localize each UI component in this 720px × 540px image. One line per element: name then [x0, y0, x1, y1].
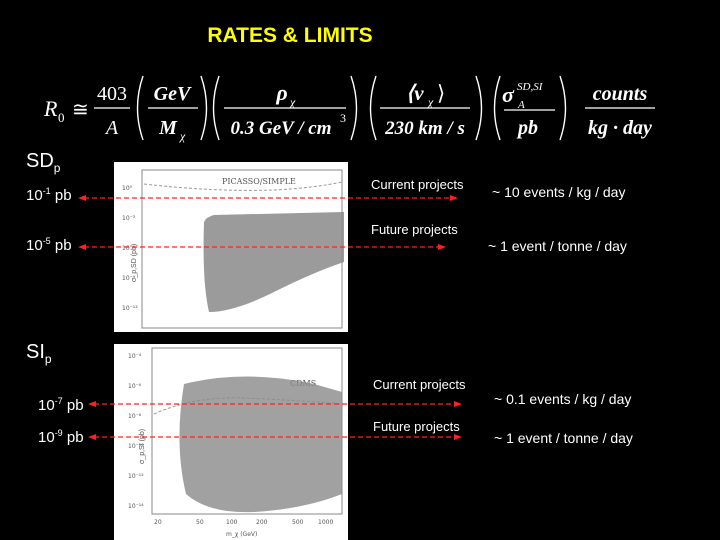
term4-numerator-sub: χ: [427, 95, 434, 109]
term5-numerator-sub: A: [517, 99, 525, 111]
si-x-tick: 20: [154, 519, 162, 526]
arrowhead-right: [454, 401, 462, 407]
si-x-tick: 50: [196, 519, 204, 526]
formula-lhs: R: [43, 96, 58, 121]
sd-future-rate: ~ 1 event / tonne / day: [488, 238, 627, 254]
arrowhead-right: [450, 195, 458, 201]
sd-plot-legend: PICASSO/SIMPLE: [222, 177, 296, 186]
si-x-tick: 200: [256, 519, 268, 526]
arrowhead-left: [78, 244, 86, 250]
si-y-tick: 10⁻¹²: [128, 473, 144, 480]
si-future-projects-label: Future projects: [373, 419, 460, 434]
sd-current-limit-label: 10-1 pb: [26, 186, 72, 204]
sd-scatter-region: [203, 212, 344, 312]
sd-y-tick: 10⁻⁹: [122, 275, 136, 282]
term1-numerator: 403: [97, 83, 127, 105]
si-x-tick: 100: [226, 519, 238, 526]
term5-denominator: pb: [516, 117, 538, 139]
arrowhead-left: [78, 195, 86, 201]
si-section-label: SIp: [26, 341, 52, 366]
sd-y-axis-label: σ_p,SD (pb): [131, 244, 138, 282]
page-title: RATES & LIMITS: [207, 24, 373, 47]
si-x-tick: 500: [292, 519, 304, 526]
rate-formula: R 0 ≅ 403 A GeV M χ ρ χ 0.3 GeV / cm 3 ⟨…: [43, 75, 655, 143]
formula-lhs-sub: 0: [58, 110, 65, 125]
si-current-rate: ~ 0.1 events / kg / day: [494, 391, 632, 407]
formula-approx: ≅: [72, 99, 89, 121]
sd-limit-curve: [143, 181, 343, 191]
term5-numerator-sup: SD,SI: [517, 81, 544, 93]
term6-numerator: counts: [593, 83, 648, 105]
si-y-tick: 10⁻⁸: [128, 413, 142, 420]
sd-current-rate: ~ 10 events / kg / day: [492, 184, 626, 200]
si-y-tick: 10⁻¹⁰: [128, 443, 144, 450]
sd-future-projects-label: Future projects: [371, 222, 458, 237]
si-future-rate: ~ 1 event / tonne / day: [494, 430, 633, 446]
sd-current-projects-label: Current projects: [371, 177, 464, 192]
si-y-axis-label: σ_p,SI (pb): [139, 429, 146, 464]
term5-numerator: σ: [502, 82, 515, 107]
term3-numerator: ρ: [275, 80, 287, 105]
si-scatter-region: [179, 376, 342, 513]
si-current-limit-label: 10-7 pb: [38, 396, 84, 414]
sd-section-label: SDp: [26, 150, 61, 175]
si-x-axis-label: m_χ (GeV): [226, 531, 257, 538]
si-current-projects-label: Current projects: [373, 377, 466, 392]
term2-denominator-sub: χ: [179, 129, 186, 143]
term2-numerator: GeV: [154, 83, 192, 105]
term4-numerator-close: ⟩: [437, 81, 445, 105]
si-y-tick: 10⁻⁶: [128, 383, 142, 390]
sd-future-limit-label: 10-5 pb: [26, 236, 72, 254]
si-x-tick: 1000: [318, 519, 333, 526]
si-y-tick: 10⁻¹⁴: [128, 503, 144, 510]
sd-exclusion-plot: PICASSO/SIMPLE 10⁰ 10⁻³ 10⁻⁶ 10⁻⁹ 10⁻¹² …: [114, 162, 348, 332]
arrowhead-right: [438, 244, 446, 250]
term6-denominator: kg · day: [588, 117, 652, 139]
sd-y-tick: 10⁻³: [122, 215, 136, 222]
term4-denominator: 230 km / s: [384, 118, 465, 139]
term1-denominator: A: [104, 117, 119, 139]
term3-denominator-sup: 3: [340, 111, 346, 125]
sd-y-tick: 10⁻¹²: [122, 305, 138, 312]
sd-y-tick: 10⁻⁶: [122, 245, 136, 252]
si-exclusion-plot: CDMS 10⁻⁴ 10⁻⁶ 10⁻⁸ 10⁻¹⁰ 10⁻¹² 10⁻¹⁴ 20…: [114, 344, 348, 540]
sd-y-tick: 10⁰: [122, 185, 133, 192]
term4-numerator: ⟨v: [406, 81, 424, 105]
arrowhead-left: [88, 434, 96, 440]
arrowhead-right: [454, 434, 462, 440]
si-y-tick: 10⁻⁴: [128, 353, 142, 360]
si-future-limit-label: 10-9 pb: [38, 428, 84, 446]
term3-denominator: 0.3 GeV / cm: [231, 118, 332, 139]
term3-numerator-sub: χ: [289, 95, 296, 109]
arrowhead-left: [88, 401, 96, 407]
term2-denominator: M: [158, 117, 178, 139]
